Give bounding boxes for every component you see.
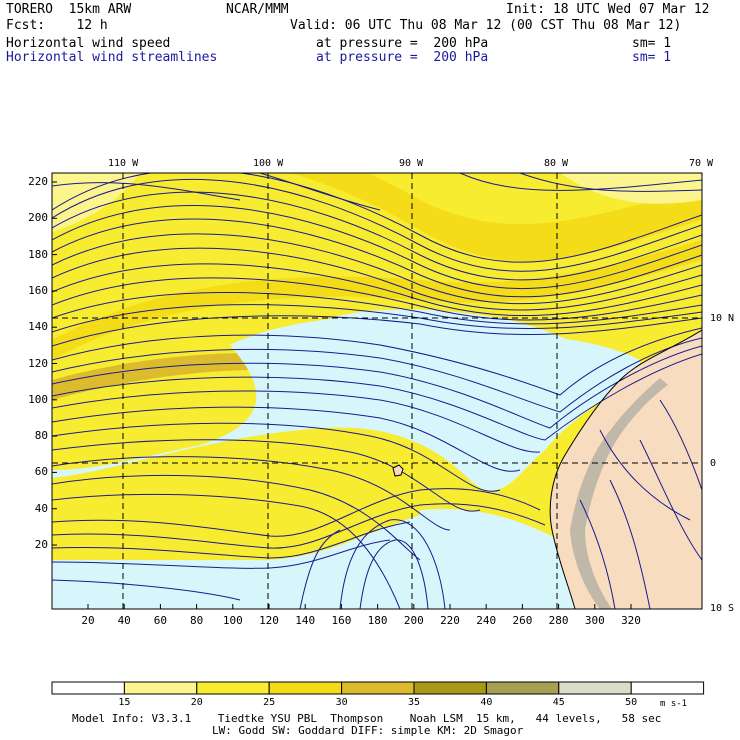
- valid-time: Valid: 06 UTC Thu 08 Mar 12 (00 CST Thu …: [290, 18, 682, 33]
- field-wind-speed-smooth: sm= 1: [632, 36, 672, 51]
- x-tick-label: 160: [331, 614, 352, 627]
- lon-label-90w: 90 W: [399, 158, 424, 169]
- x-tick-label: 280: [548, 614, 569, 627]
- y-tick-label: 80: [34, 429, 48, 443]
- colorbar-level: 15: [118, 697, 131, 708]
- southern-jet: [52, 500, 420, 560]
- y-tick-label: 40: [34, 501, 48, 515]
- colorbar-level: 35: [407, 697, 421, 708]
- calm-region-band: [330, 309, 600, 355]
- y-tick-label: 100: [28, 392, 48, 406]
- calm-region-upper: [52, 315, 640, 491]
- colorbar-level: 20: [190, 697, 203, 708]
- lon-label-100w: 100 W: [253, 158, 284, 169]
- field-streamlines-name: Horizontal wind streamlines: [6, 50, 218, 65]
- jet-core-mid: [52, 240, 702, 360]
- coastline: [549, 329, 702, 609]
- y-tick-label: 20: [34, 538, 48, 551]
- field-streamlines-level: at pressure = 200 hPa: [316, 50, 489, 65]
- calm-region-lower: [52, 509, 580, 609]
- y-tick-label: 180: [28, 247, 48, 261]
- weak-wind-patch: [52, 173, 140, 232]
- x-tick-label: 40: [117, 614, 131, 627]
- x-tick-label: 120: [259, 614, 279, 627]
- x-tick-label: 100: [222, 614, 243, 627]
- colorbar-level: 30: [335, 697, 348, 708]
- galapagos-island: [392, 464, 404, 477]
- y-tick-label: 60: [34, 465, 48, 479]
- field-wind-speed-name: Horizontal wind speed: [6, 36, 171, 51]
- x-tick-label: 180: [367, 614, 388, 627]
- x-tick-label: 140: [295, 614, 316, 627]
- x-tick-label: 260: [512, 614, 533, 627]
- y-tick-label: 120: [28, 356, 48, 370]
- field-wind-speed-level: at pressure = 200 hPa: [316, 36, 489, 51]
- colorbar-level: 45: [552, 697, 565, 708]
- forecast-hour: Fcst: 12 h: [6, 18, 108, 33]
- weak-wind-patch-ne: [560, 173, 702, 204]
- streamlines: [52, 173, 702, 609]
- y-tick-label: 160: [28, 283, 48, 297]
- lat-label-10s: 10 S: [710, 603, 735, 614]
- map-field: [52, 173, 702, 609]
- y-tick-label: 220: [28, 175, 48, 188]
- colorbar-level: 25: [263, 697, 276, 708]
- lon-label-80w: 80 W: [544, 158, 569, 169]
- jet-core-north: [52, 173, 702, 262]
- andes-terrain: [570, 378, 668, 609]
- x-tick-label: 200: [403, 614, 424, 627]
- x-tick-label: 240: [476, 614, 497, 627]
- x-tick-label: 60: [153, 614, 168, 627]
- physics-info: LW: Godd SW: Goddard DIFF: simple KM: 2D…: [212, 724, 524, 737]
- colorbar-units: m s-1: [660, 699, 688, 709]
- jet-core-strong: [52, 353, 560, 410]
- x-tick-label: 220: [440, 614, 460, 627]
- lat-label-10n: 10 N: [710, 313, 735, 324]
- axis-ticks: [52, 181, 632, 609]
- y-tick-label: 140: [28, 320, 48, 334]
- plot-frame: [51, 172, 703, 610]
- model-info: Model Info: V3.3.1 Tiedtke YSU PBL Thomp…: [72, 712, 662, 725]
- graticule: [52, 173, 702, 609]
- x-tick-label: 300: [584, 614, 605, 627]
- colorbar-level: 50: [625, 697, 638, 708]
- model-title: TORERO 15km ARW: [6, 2, 132, 17]
- lon-label-110w: 110 W: [108, 158, 139, 169]
- field-streamlines-smooth: sm= 1: [632, 50, 672, 65]
- lat-label-0: 0: [710, 458, 717, 469]
- init-time: Init: 18 UTC Wed 07 Mar 12: [506, 2, 710, 17]
- x-tick-label: 320: [621, 614, 641, 627]
- x-tick-label: 80: [189, 614, 204, 627]
- x-tick-label: 20: [81, 614, 95, 627]
- colorbar-level: 40: [480, 697, 493, 708]
- y-tick-label: 200: [28, 211, 48, 225]
- center-label: NCAR/MMM: [226, 2, 289, 17]
- lon-label-70w: 70 W: [689, 158, 714, 169]
